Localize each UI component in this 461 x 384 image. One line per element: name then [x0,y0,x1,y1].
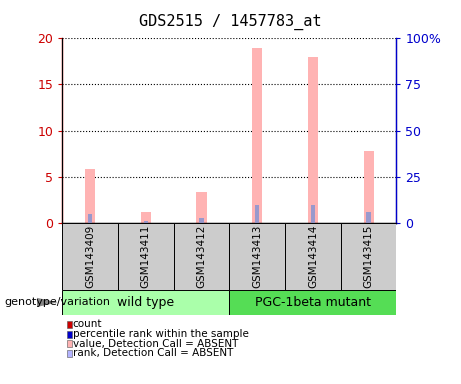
Text: PGC-1beta mutant: PGC-1beta mutant [255,296,371,309]
Text: GSM143414: GSM143414 [308,225,318,288]
Bar [118,223,174,290]
Bar [62,290,229,315]
Text: wild type: wild type [117,296,174,309]
Bar [199,218,204,223]
Text: GSM143413: GSM143413 [252,225,262,288]
Bar [341,223,396,290]
Bar [143,221,148,223]
Bar [308,57,318,223]
Bar [311,205,315,223]
Bar [229,223,285,290]
Text: GSM143412: GSM143412 [196,225,207,288]
Bar [85,169,95,223]
Bar [255,205,260,223]
Bar [88,214,92,223]
Bar [196,192,207,223]
Text: genotype/variation: genotype/variation [5,297,111,308]
Bar [366,212,371,223]
Text: percentile rank within the sample: percentile rank within the sample [73,329,248,339]
Text: GSM143415: GSM143415 [364,225,373,288]
Bar [141,212,151,223]
Text: count: count [73,319,102,329]
Bar [252,48,262,223]
Text: rank, Detection Call = ABSENT: rank, Detection Call = ABSENT [73,348,233,358]
Bar [174,223,229,290]
Text: GSM143409: GSM143409 [85,225,95,288]
Bar [285,223,341,290]
Text: GDS2515 / 1457783_at: GDS2515 / 1457783_at [139,13,322,30]
Text: value, Detection Call = ABSENT: value, Detection Call = ABSENT [73,339,238,349]
Polygon shape [37,298,58,307]
Text: GSM143411: GSM143411 [141,225,151,288]
Bar [229,290,396,315]
Bar [62,223,118,290]
Bar [364,151,373,223]
